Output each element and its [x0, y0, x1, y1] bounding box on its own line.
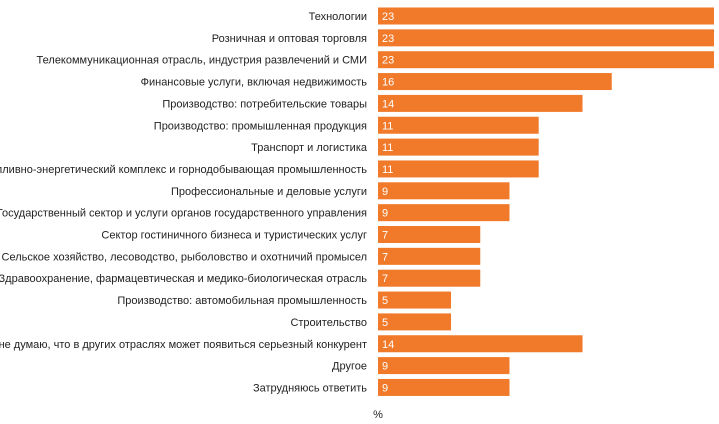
data-label: 9 — [382, 208, 388, 220]
bar — [378, 313, 452, 331]
bar — [378, 116, 539, 134]
category-label: Производство: промышленная продукция — [154, 120, 367, 132]
category-label: Я не думаю, что в других отраслях может … — [0, 339, 367, 351]
category-label: Технологии — [309, 11, 367, 23]
data-label: 11 — [382, 164, 393, 176]
data-label: 9 — [382, 361, 388, 373]
category-label: Профессиональные и деловые услуги — [171, 186, 367, 198]
bar — [378, 378, 510, 396]
category-label: Государственный сектор и услуги органов … — [0, 208, 367, 220]
bar — [378, 291, 452, 309]
bar — [378, 335, 583, 353]
category-label: Транспорт и логистика — [251, 142, 368, 154]
bars-group — [378, 7, 714, 396]
bar — [378, 29, 714, 47]
bar — [378, 73, 612, 91]
category-label: Здравоохранение, фармацевтическая и меди… — [0, 273, 367, 285]
data-label: 7 — [382, 230, 388, 242]
data-label: 23 — [382, 55, 394, 67]
bar — [378, 357, 510, 375]
bar — [378, 138, 539, 156]
category-label: Производство: автомобильная промышленнос… — [117, 295, 367, 307]
category-labels: Технологии Розничная и оптовая торговля Те… — [0, 11, 368, 394]
category-label: Производство: потребительские товары — [162, 98, 367, 110]
bar — [378, 204, 510, 222]
category-label: Другое — [332, 361, 367, 373]
category-label: Топливно-энергетический комплекс и горно… — [0, 164, 367, 176]
data-label: 16 — [382, 77, 394, 89]
bar — [378, 247, 481, 265]
data-label: 7 — [382, 273, 388, 285]
category-label: Затрудняюсь ответить — [253, 382, 367, 394]
data-label: 7 — [382, 251, 388, 263]
data-label: 14 — [382, 339, 394, 351]
data-label: 11 — [382, 120, 393, 132]
bar — [378, 94, 583, 112]
bar — [378, 160, 539, 178]
bar — [378, 182, 510, 200]
data-label: 23 — [382, 33, 394, 45]
x-axis-unit-label: % — [373, 409, 383, 421]
category-label: Финансовые услуги, включая недвижимость — [141, 77, 368, 89]
category-label: Сектор гостиничного бизнеса и туристичес… — [101, 230, 367, 242]
bar — [378, 51, 714, 69]
bar — [378, 7, 714, 25]
category-label: Сельское хозяйство, лесоводство, рыболов… — [2, 251, 367, 263]
category-label: Розничная и оптовая торговля — [212, 33, 367, 45]
data-label: 9 — [382, 382, 388, 394]
data-label: 23 — [382, 11, 394, 23]
data-label: 14 — [382, 98, 394, 110]
data-label: 5 — [382, 317, 388, 329]
category-label: Строительство — [290, 317, 367, 329]
value-labels: 23 23 23 16 14 11 11 11 9 9 7 7 7 5 5 14 9 9 — [382, 11, 394, 394]
bar — [378, 226, 481, 243]
data-label: 5 — [382, 295, 388, 307]
data-label: 9 — [382, 186, 388, 198]
bar — [378, 269, 481, 287]
data-label: 11 — [382, 142, 393, 154]
category-label: Телекоммуникационная отрасль, индустрия … — [37, 55, 367, 67]
